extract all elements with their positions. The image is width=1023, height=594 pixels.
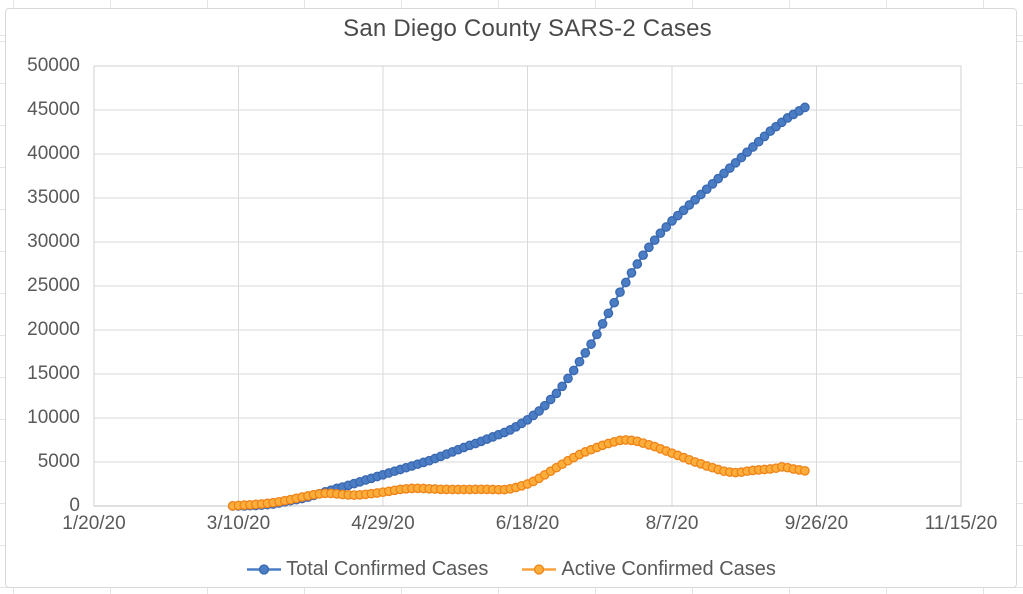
x-tick-label: 3/10/20 [206,513,271,534]
x-tick-label: 9/26/20 [784,513,849,534]
data-point-marker [586,339,596,349]
data-point-marker [563,373,573,384]
chart-legend: Total Confirmed Cases Active Confirmed C… [6,554,1017,584]
data-point-marker [568,365,579,376]
y-tick-label: 10000 [27,407,80,428]
y-tick-label: 50000 [27,55,80,76]
data-point-marker [800,465,810,476]
chart-title: San Diego County SARS-2 Cases [343,15,712,42]
legend-label-total-confirmed: Total Confirmed Cases [286,557,489,580]
x-axis-labels: 1/20/20 3/10/20 4/29/20 6/18/20 8/7/20 9/26/2… [6,9,1017,587]
data-point-marker [545,394,556,405]
series-total-confirmed [227,102,810,511]
data-point-marker [592,329,602,340]
data-point-marker [759,131,770,142]
data-point-marker [701,184,712,195]
data-point-marker [551,388,562,399]
data-point-marker [730,157,741,168]
x-tick-label: 11/15/20 [924,513,998,534]
data-point-marker [753,136,764,147]
data-point-marker [574,356,585,367]
y-tick-label: 20000 [27,319,80,340]
legend-marker-total-icon [247,563,282,575]
legend-label-active-confirmed: Active Confirmed Cases [561,557,776,580]
y-tick-label: 5000 [37,451,80,472]
legend-item-total-confirmed[interactable]: Total Confirmed Cases [247,558,488,581]
legend-item-active-confirmed[interactable]: Active Confirmed Cases [522,558,776,581]
legend-marker-active-icon [522,563,557,575]
data-point-marker [620,277,631,288]
chart-plot-area [93,65,962,511]
series-active-confirmed [227,435,810,511]
data-point-marker [672,210,683,221]
x-tick-label: 6/18/20 [495,513,560,534]
data-point-marker [690,194,700,205]
data-point-marker [748,142,758,152]
data-point-marker [696,189,706,200]
data-point-marker [655,228,666,239]
x-tick-label: 4/29/20 [351,513,415,534]
data-point-marker [603,308,614,319]
data-point-marker [580,348,591,358]
data-point-marker [609,297,620,308]
x-tick-label: 8/7/20 [645,513,699,534]
y-tick-label: 45000 [27,99,80,120]
y-tick-label: 25000 [27,275,80,296]
data-point-marker [667,216,677,226]
y-tick-label: 40000 [27,143,80,164]
data-point-marker [626,267,637,278]
data-point-marker [644,242,654,253]
data-point-marker [724,163,735,173]
y-tick-label: 35000 [27,187,80,208]
y-tick-label: 30000 [27,231,80,252]
data-point-marker [632,259,643,269]
data-point-marker [661,222,672,232]
data-point-marker [649,235,660,246]
data-point-marker [638,250,648,261]
data-point-marker [597,318,608,329]
x-tick-label: 1/20/20 [62,513,126,534]
data-point-marker [719,168,729,179]
y-axis-labels: 50000 45000 40000 35000 30000 25000 20000 15000… [6,9,80,587]
y-tick-label: 0 [69,495,80,516]
data-point-marker [539,400,550,411]
data-point-marker [615,287,625,298]
chart-object[interactable]: San Diego County SARS-2 Cases 50000 45000… [5,8,1017,588]
data-point-marker [800,102,810,113]
data-point-marker [557,381,568,392]
y-tick-label: 15000 [27,363,80,384]
